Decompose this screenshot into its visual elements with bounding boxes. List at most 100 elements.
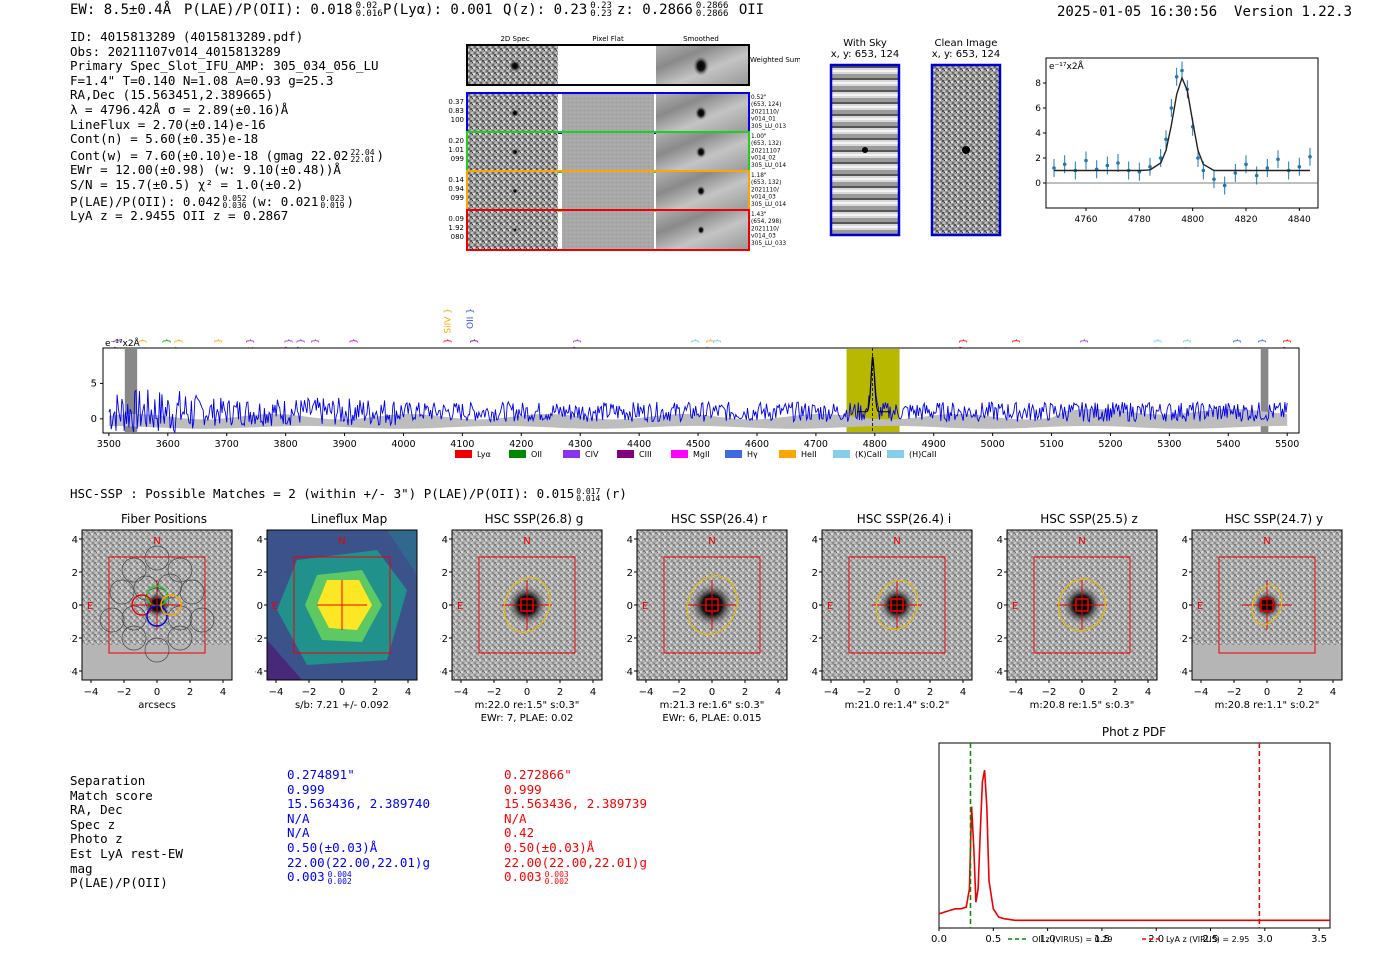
header-q-hi: 0.23 [590,1,612,11]
hsc-panel: Lineflux Map N E 4 2 0 −2 −4 −4 −2 0 2 4 s/b: 7.21 +/… [248,512,418,735]
hsc-xtick-label: 4 [220,687,226,698]
zoom-data-point [1201,168,1206,173]
cutout-row-left-label: 0.20 [448,137,464,145]
hsc-ytick-label: −4 [810,667,818,678]
spec-xtick-label: 4700 [804,439,828,450]
north-label: N [523,536,530,547]
fiber-circle [167,605,193,631]
zoom-data-point [1116,161,1120,165]
info-radec: RA,Dec (15.563451,2.389665) [70,87,274,103]
sky-images [829,63,1002,237]
zoom-data-point [1212,177,1216,182]
photoz-xtick-label: 1.0 [1040,934,1056,945]
with-sky-title: With Sky x, y: 653, 124 [830,38,900,60]
spec-xtick-label: 5400 [1216,439,1240,450]
info-contw: Cont(w) = 7.60(±0.10)e-18 (gmag 22.02 22.… [70,147,384,164]
zoom-data-point [1233,171,1238,175]
legend-swatch [887,450,904,458]
spec-xtick-label: 4100 [450,439,474,450]
legend-swatch [725,450,742,458]
hsc-xtick-label: 2 [1112,687,1118,698]
info-lambda: λ = 4796.42Å σ = 2.89(±0.16)Å [70,101,289,117]
hsc-ytick-label: −4 [255,667,263,678]
zoom-ytick-label: 6 [1035,104,1041,114]
hsc-ytick-label: 4 [257,535,263,546]
fiber-circle [121,605,147,631]
source-box [705,598,719,612]
fiber-circle [144,545,170,571]
match-blue-value: 15.563436, 2.389740 [287,796,430,812]
match-red-value: 0.272866" [504,767,572,782]
legend-swatch [833,450,850,458]
photoz-pdf-line [938,770,1330,922]
hsc-ytick-label: 0 [812,601,818,612]
match-red-col: 0.272866" 0.999 15.563436, 2.389739 N/A 0.42… [504,767,647,886]
hsc-panel: HSC SSP(25.5) z N E 4 2 0 −2 −4 −4 −2 0 2 4 m:20.8 re… [988,512,1158,735]
hsc-panel-image: N E 4 2 0 −2 −4 −4 −2 0 2 4 m:20.8 re:1.1" s:0.2" [1173,529,1343,711]
north-label: N [1078,536,1085,547]
hsc-xtick-label: −2 [1227,687,1242,698]
east-label: E [642,601,648,612]
hsc-xtick-label: −2 [487,687,502,698]
header-q-value: Q(z): 0.23 [503,2,588,18]
zoom-ytick-label: 8 [1035,79,1041,89]
hsc-caption: m:21.3 re:1.6" s:0.3" [660,700,765,711]
zoom-data-point [1276,157,1280,162]
cutout-source [512,188,518,194]
cutout-row-right-label: (653, 132) [751,180,781,186]
zoom-xtick-label: 4800 [1181,215,1204,225]
cutout-pixelflat [562,172,654,210]
match-red-value: 0.42 [504,825,535,841]
hsc-panel-image: N E 4 2 0 −2 −4 −4 −2 0 2 4 m:21.3 re:1.6" s:0.3" EWr… [618,529,788,724]
zoom-data-point [1222,183,1227,188]
spec-xtick-label: 5300 [1157,439,1181,450]
zoom-data-point [1265,166,1270,170]
header-z-hi: 0.2866 [695,1,729,11]
fiber-circle [189,607,215,633]
match-red-value: 0.003 0.003 0.002 [504,869,569,886]
legend-label: CIV [585,450,599,459]
cutout-row-right-label: 0.52" [751,95,767,101]
spectral-line-label: OII } [466,308,476,329]
hsc-caption: m:22.0 re:1.5" s:0.3" [475,700,580,711]
aperture-box [293,556,391,654]
match-red-value: 15.563436, 2.389739 [504,796,647,812]
hsc-xtick-label: 0 [1264,687,1270,698]
hsc-ytick-label: −2 [1180,634,1188,645]
fiber-blue [146,605,168,627]
hsc-xtick-label: 4 [590,687,596,698]
spec-xtick-label: 4300 [568,439,592,450]
hsc-xtick-label: −4 [84,687,99,698]
match-labels-col: Separation Match score RA, Dec Spec z Photo … [70,773,183,891]
hsc-ytick-label: 0 [72,601,78,612]
info-contw-value: Cont(w) = 7.60(±0.10)e-18 (gmag 22.02 [70,147,349,163]
zoom-plot-axes: 0 2 4 6 8 4760 4780 4800 4820 4840 [1035,79,1311,225]
aperture-box [1033,556,1131,654]
hsc-ytick-label: 2 [812,568,818,579]
photoz-axes: 0.0 0.5 1.0 1.5 2.0 2.5 3.0 3.5 [931,928,1327,945]
cutout-source-smoothed [695,106,707,120]
hsc-summary-lo: 0.014 [576,493,601,503]
hsc-bottom-band [1192,645,1342,680]
north-label: N [708,536,715,547]
masked-region-red [1260,349,1269,432]
photoz-xtick-label: 3.5 [1311,934,1327,945]
zoom-data-point [1052,166,1056,170]
zoom-data-point [1254,173,1259,178]
cutout-row-right-label: 1.18" [751,173,767,179]
fiber-red [131,594,153,616]
photoz-xtick-label: 3.0 [1257,934,1273,945]
match-red-value: 0.50(±0.03)Å [504,839,595,855]
spec-xtick-label: 5500 [1275,439,1299,450]
spec-xtick-label: 4900 [922,439,946,450]
cutout-source [512,227,518,233]
match-label: Match score [70,787,153,803]
cutout-row-left-label: 1.01 [448,146,464,154]
hsc-ytick-label: 2 [997,568,1003,579]
cutout-row-right-label: v014_01 [751,117,776,123]
east-label: E [827,601,833,612]
header-q: Q(z): 0.23 0.23 0.23 [503,1,612,19]
source-box [1260,598,1274,612]
hsc-panel-title: HSC SSP(26.4) r [670,512,768,526]
spec-xtick-label: 3700 [215,439,239,450]
